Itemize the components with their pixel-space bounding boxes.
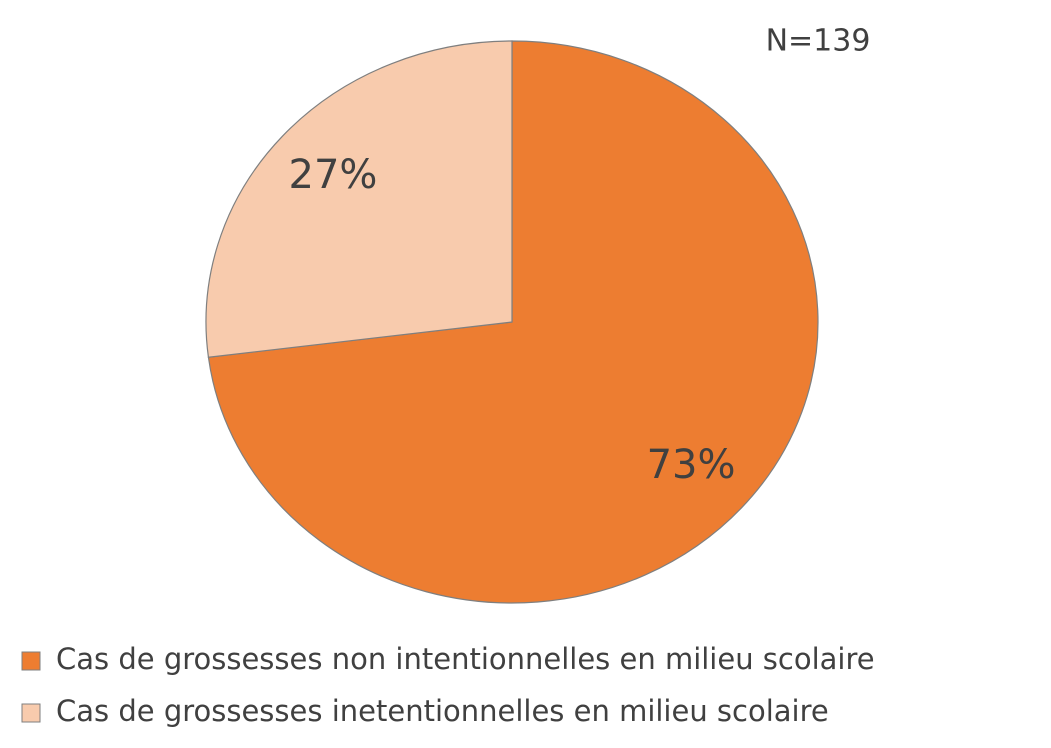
annotation: N=139 [766,24,871,59]
pie-slice [207,40,819,604]
pie-slice [205,40,513,358]
legend-swatch [21,703,41,723]
legend-swatch [21,651,41,671]
legend-label: Cas de grossesses inetentionnelles en mi… [56,694,829,728]
data-label: 27% [289,152,378,198]
legend-label: Cas de grossesses non intentionnelles en… [56,642,875,676]
data-label: 73% [647,442,736,488]
